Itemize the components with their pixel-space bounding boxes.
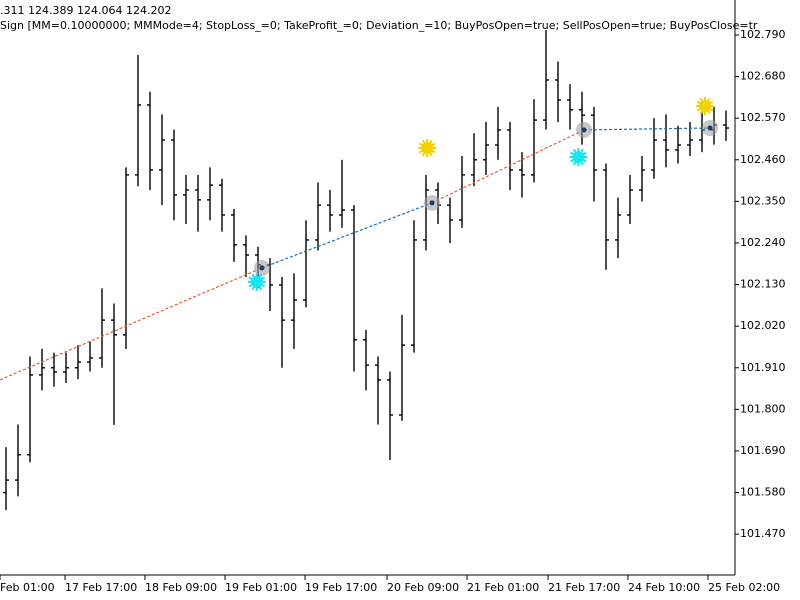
trade-line	[584, 127, 711, 131]
entry-dot	[259, 265, 265, 271]
y-tick-label: 101.690	[740, 444, 786, 457]
x-tick-label: 20 Feb 09:00	[387, 581, 459, 594]
entry-marker	[576, 121, 593, 138]
x-tick-label: 21 Feb 01:00	[467, 581, 539, 594]
y-tick-label: 101.800	[740, 402, 786, 415]
y-tick-label: 102.680	[740, 70, 786, 83]
signal	[699, 100, 711, 113]
x-tick-label: 24 Feb 10:00	[628, 581, 700, 594]
signal-icon	[696, 97, 714, 116]
y-tick-label: 101.580	[740, 486, 786, 499]
y-tick-label: 101.910	[740, 361, 786, 374]
entry-dot	[581, 127, 587, 133]
trade-line	[261, 202, 433, 269]
signal-icon	[569, 148, 588, 167]
x-tick-label: 17 Feb 17:00	[65, 581, 137, 594]
signal	[421, 142, 434, 155]
signal	[250, 275, 263, 288]
trade-line	[431, 129, 585, 204]
y-tick-label: 101.470	[740, 527, 786, 540]
y-tick-label: 102.350	[740, 194, 786, 207]
x-tick-label: 19 Feb 01:00	[225, 581, 297, 594]
signal	[572, 151, 585, 164]
entry-marker	[253, 259, 270, 276]
entry-marker	[424, 194, 440, 211]
y-tick-label: 102.460	[740, 153, 786, 166]
trade-line	[0, 267, 263, 381]
signal-icon	[247, 272, 266, 291]
y-tick-label: 102.570	[740, 111, 786, 124]
y-tick-label: 102.020	[740, 319, 786, 332]
x-tick-label: 21 Feb 17:00	[548, 581, 620, 594]
chart-header: .311 124.389 124.064 124.202	[0, 4, 171, 17]
entry-dot	[707, 125, 713, 131]
entry-marker	[702, 120, 719, 137]
y-tick-label: 102.790	[740, 28, 786, 41]
y-tick-label: 102.130	[740, 278, 786, 291]
x-tick-label: 18 Feb 09:00	[145, 581, 217, 594]
x-tick-label: Feb 01:00	[0, 581, 55, 594]
x-tick-label: 19 Feb 17:00	[305, 581, 377, 594]
signal-icon	[418, 139, 437, 158]
y-tick-label: 102.240	[740, 236, 786, 249]
chart-subtitle: Sign [MM=0.10000000; MMMode=4; StopLoss_…	[0, 19, 758, 32]
entry-dot	[429, 200, 435, 206]
x-tick-label: 25 Feb 02:00	[708, 581, 780, 594]
